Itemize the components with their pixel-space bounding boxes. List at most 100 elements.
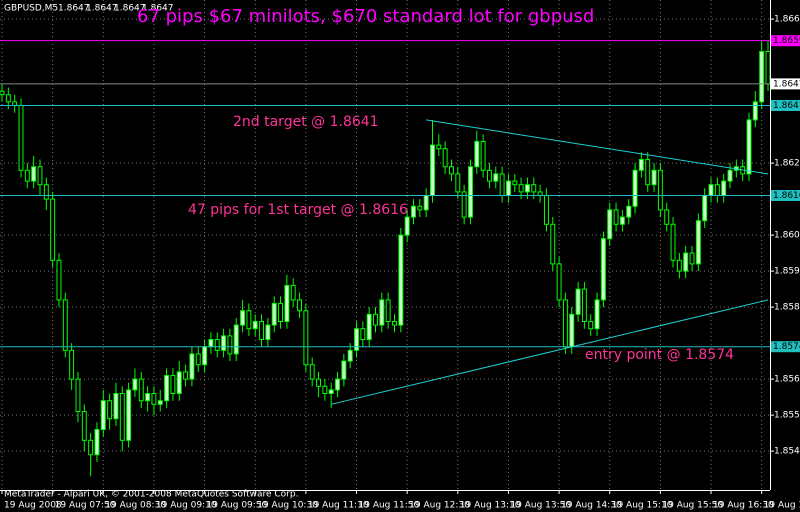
candle-body bbox=[531, 184, 537, 193]
x-tick-label: 19 Aug 13:50 bbox=[510, 501, 571, 511]
x-tick-label: 19 Aug 11:10 bbox=[308, 501, 369, 511]
header-price: 1.8647 bbox=[142, 4, 174, 14]
candle-body bbox=[37, 166, 43, 186]
candle-body bbox=[0, 90, 5, 96]
candle-body bbox=[411, 205, 416, 218]
candle-body bbox=[189, 353, 195, 380]
candle-body bbox=[271, 303, 277, 326]
y-tick-label: 1.8555 bbox=[774, 411, 800, 421]
candle-body bbox=[461, 191, 467, 218]
candle-body bbox=[347, 349, 353, 362]
candle-body bbox=[202, 346, 208, 366]
candle-body bbox=[284, 285, 290, 323]
candle-body bbox=[176, 371, 182, 395]
x-tick-label: 19 Aug 12:30 bbox=[409, 501, 470, 511]
candle-body bbox=[702, 194, 708, 222]
candle-body bbox=[588, 321, 594, 330]
candle-body bbox=[480, 140, 486, 171]
y-tick-label: 1.8605 bbox=[774, 231, 800, 241]
candle-body bbox=[373, 313, 378, 326]
candle-body bbox=[543, 194, 549, 225]
x-tick-label: 19 Aug 13:10 bbox=[460, 501, 521, 511]
x-tick-label: 19 Aug 07:50 bbox=[55, 501, 116, 511]
candle-body bbox=[164, 375, 170, 402]
x-tick-label: 19 Aug 08:30 bbox=[105, 501, 166, 511]
candle-body bbox=[638, 158, 644, 171]
candle-body bbox=[221, 335, 227, 351]
footer: MetaTrader - Alpari UK, © 2001-2008 Meta… bbox=[4, 490, 298, 500]
candle-body bbox=[385, 299, 391, 323]
candle-body bbox=[474, 140, 480, 168]
candle-body bbox=[392, 321, 397, 326]
candle-body bbox=[113, 393, 119, 420]
x-tick-label: 19 Aug 2008 bbox=[4, 501, 62, 511]
candle-body bbox=[132, 378, 138, 391]
candle-body bbox=[259, 321, 265, 341]
y-tick-label: 1.8665 bbox=[774, 15, 800, 25]
candle-body bbox=[562, 299, 568, 348]
level-label-box bbox=[771, 35, 800, 47]
candle-body bbox=[404, 216, 410, 236]
current-price-box bbox=[771, 78, 800, 90]
candle-body bbox=[449, 166, 454, 175]
candle-body bbox=[75, 378, 81, 413]
candle-body bbox=[468, 166, 473, 218]
candle-body bbox=[145, 393, 151, 402]
candle-body bbox=[18, 104, 24, 171]
chart-title: 67 pips $67 minilots, $670 standard lot … bbox=[137, 6, 594, 27]
level-label-box bbox=[771, 189, 800, 201]
y-tick-label: 1.8545 bbox=[774, 447, 800, 457]
header-price: 1.8647 bbox=[86, 4, 118, 14]
candle-body bbox=[752, 101, 758, 121]
x-tick-label: 19 Aug 16:30 bbox=[713, 501, 774, 511]
level-label-box bbox=[771, 99, 800, 111]
annotation: entry point @ 1.8574 bbox=[585, 347, 734, 363]
x-tick-label: 19 Aug 14:30 bbox=[561, 501, 622, 511]
candle-body bbox=[31, 166, 37, 182]
candle-body bbox=[505, 180, 511, 196]
level-label: 1.8659 bbox=[773, 36, 800, 46]
y-tick-label: 1.8585 bbox=[774, 303, 800, 313]
candle-body bbox=[600, 238, 606, 301]
candle-body bbox=[119, 393, 125, 441]
candle-body bbox=[233, 324, 239, 355]
candle-body bbox=[335, 378, 340, 391]
candle-body bbox=[436, 144, 442, 150]
candle-body bbox=[594, 299, 600, 330]
header-price: 1.8647 bbox=[114, 4, 146, 14]
x-tick-label: 19 Aug 17:10 bbox=[764, 501, 800, 511]
candle-body bbox=[512, 180, 518, 186]
trendline bbox=[426, 119, 769, 175]
annotation: 47 pips for 1st target @ 1.8616 bbox=[188, 202, 408, 218]
candle-body bbox=[689, 252, 695, 265]
current-price-label: 1.8647 bbox=[773, 79, 800, 89]
candle-body bbox=[290, 285, 296, 301]
candle-body bbox=[721, 180, 727, 196]
candle-body bbox=[499, 173, 505, 196]
candle-body bbox=[417, 205, 423, 211]
candle-body bbox=[398, 234, 404, 326]
symbol-header: GBPUSD,M5 bbox=[4, 4, 58, 14]
candle-body bbox=[759, 50, 765, 103]
candle-body bbox=[62, 299, 68, 351]
candle-body bbox=[664, 209, 670, 225]
x-tick-label: 19 Aug 09:50 bbox=[207, 501, 268, 511]
candle-body bbox=[550, 223, 556, 265]
candle-body bbox=[81, 411, 87, 441]
candle-body bbox=[354, 328, 359, 351]
candle-body bbox=[683, 252, 689, 272]
candle-body bbox=[322, 385, 328, 395]
candle-body bbox=[366, 313, 372, 341]
candle-body bbox=[657, 169, 663, 211]
candle-body bbox=[316, 378, 321, 387]
candle-body bbox=[645, 158, 651, 186]
candle-body bbox=[524, 184, 530, 193]
candle-body bbox=[651, 169, 657, 186]
candle-body bbox=[714, 184, 720, 196]
y-tick-label: 1.8595 bbox=[774, 267, 800, 277]
candle-body bbox=[695, 220, 701, 265]
candle-body bbox=[746, 119, 752, 175]
candle-body bbox=[138, 378, 144, 402]
candle-body bbox=[430, 144, 435, 196]
